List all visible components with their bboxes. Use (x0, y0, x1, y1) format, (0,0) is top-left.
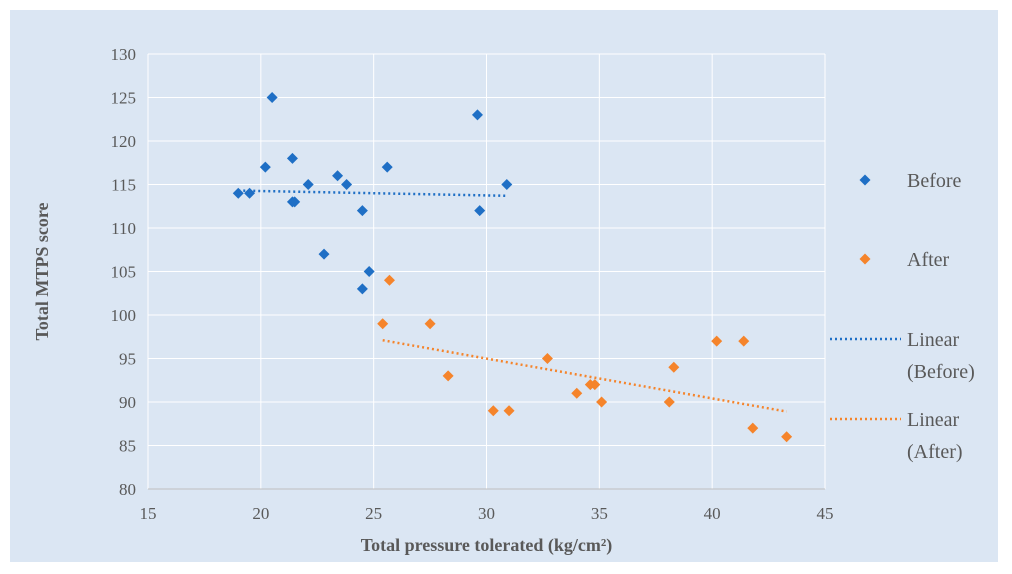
point-before (363, 266, 375, 277)
point-before (356, 283, 368, 295)
point-after (596, 396, 608, 408)
y-tick-label: 80 (119, 480, 136, 499)
x-tick-label: 45 (817, 504, 834, 523)
point-before (318, 248, 330, 260)
point-before (332, 170, 344, 182)
point-before (302, 179, 314, 190)
data-points (232, 92, 793, 443)
point-after (377, 318, 389, 330)
point-before (266, 92, 278, 103)
y-tick-label: 120 (111, 132, 137, 151)
point-after (781, 431, 793, 443)
point-before (471, 109, 483, 121)
legend: Before After Linear (Before) Linear (After) (830, 170, 975, 463)
point-after (424, 318, 436, 330)
y-tick-label: 95 (119, 350, 136, 369)
axes: 15 20 25 30 35 40 45 80 85 90 95 100 105 110 115 120 125… (111, 45, 834, 523)
point-before (244, 187, 256, 199)
chart: 15 20 25 30 35 40 45 80 85 90 95 100 105 110 115 120 125… (10, 10, 998, 562)
point-before (501, 179, 513, 190)
x-tick-label: 30 (478, 504, 495, 523)
point-after (747, 422, 759, 434)
legend-label-before: Before (907, 170, 962, 192)
x-tick-label: 35 (591, 504, 608, 523)
point-after (541, 353, 553, 364)
x-tick-label: 15 (140, 504, 157, 523)
gridlines (147, 53, 826, 490)
point-after (503, 405, 515, 417)
legend-marker-before (859, 174, 871, 186)
legend-label-linear-after: (After) (907, 441, 963, 463)
point-before (341, 179, 353, 190)
point-before (381, 161, 393, 173)
point-after (571, 387, 583, 399)
x-tick-label: 20 (252, 504, 269, 523)
x-tick-label: 25 (365, 504, 382, 523)
point-after (663, 396, 675, 408)
point-before (356, 205, 368, 217)
legend-marker-after (859, 253, 871, 265)
y-tick-label: 105 (111, 263, 137, 282)
x-axis-title: Total pressure tolerated (kg/cm²) (361, 535, 613, 556)
point-after (589, 379, 601, 391)
point-before (232, 187, 244, 199)
point-after (383, 274, 395, 286)
y-tick-label: 100 (111, 306, 137, 325)
legend-label-linear-after: Linear (907, 409, 960, 431)
point-before (474, 205, 486, 217)
point-before (286, 152, 298, 164)
trendline-before (238, 189, 507, 198)
legend-label-linear-before: (Before) (907, 361, 975, 383)
point-before (259, 161, 271, 173)
point-after (738, 335, 750, 347)
y-tick-label: 130 (111, 45, 137, 64)
legend-label-after: After (907, 249, 950, 271)
scatter-plot: 15 20 25 30 35 40 45 80 85 90 95 100 105 110 115 120 125… (32, 45, 975, 556)
point-after (442, 370, 454, 382)
y-axis-title: Total MTPS score (32, 202, 52, 340)
point-after (487, 405, 499, 417)
y-tick-label: 85 (119, 437, 136, 456)
y-tick-label: 125 (111, 89, 137, 108)
point-after (668, 361, 680, 373)
trendlines (238, 189, 787, 413)
point-before (289, 196, 301, 208)
x-tick-label: 40 (704, 504, 721, 523)
y-tick-label: 115 (111, 176, 136, 195)
trendline-after (382, 338, 787, 413)
y-tick-label: 110 (111, 219, 136, 238)
y-tick-label: 90 (119, 393, 136, 412)
point-after (711, 335, 723, 347)
legend-label-linear-before: Linear (907, 329, 960, 351)
